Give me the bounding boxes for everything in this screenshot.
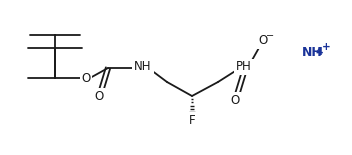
- Text: +: +: [322, 42, 331, 52]
- Text: O: O: [258, 35, 268, 47]
- Text: PH: PH: [236, 60, 252, 73]
- Text: O: O: [94, 89, 103, 102]
- Text: O: O: [81, 71, 90, 84]
- Text: NH: NH: [134, 60, 152, 73]
- Text: −: −: [266, 31, 274, 41]
- Text: O: O: [230, 93, 240, 106]
- Text: 4: 4: [316, 47, 323, 57]
- Text: F: F: [189, 113, 195, 126]
- Text: NH: NH: [302, 46, 323, 58]
